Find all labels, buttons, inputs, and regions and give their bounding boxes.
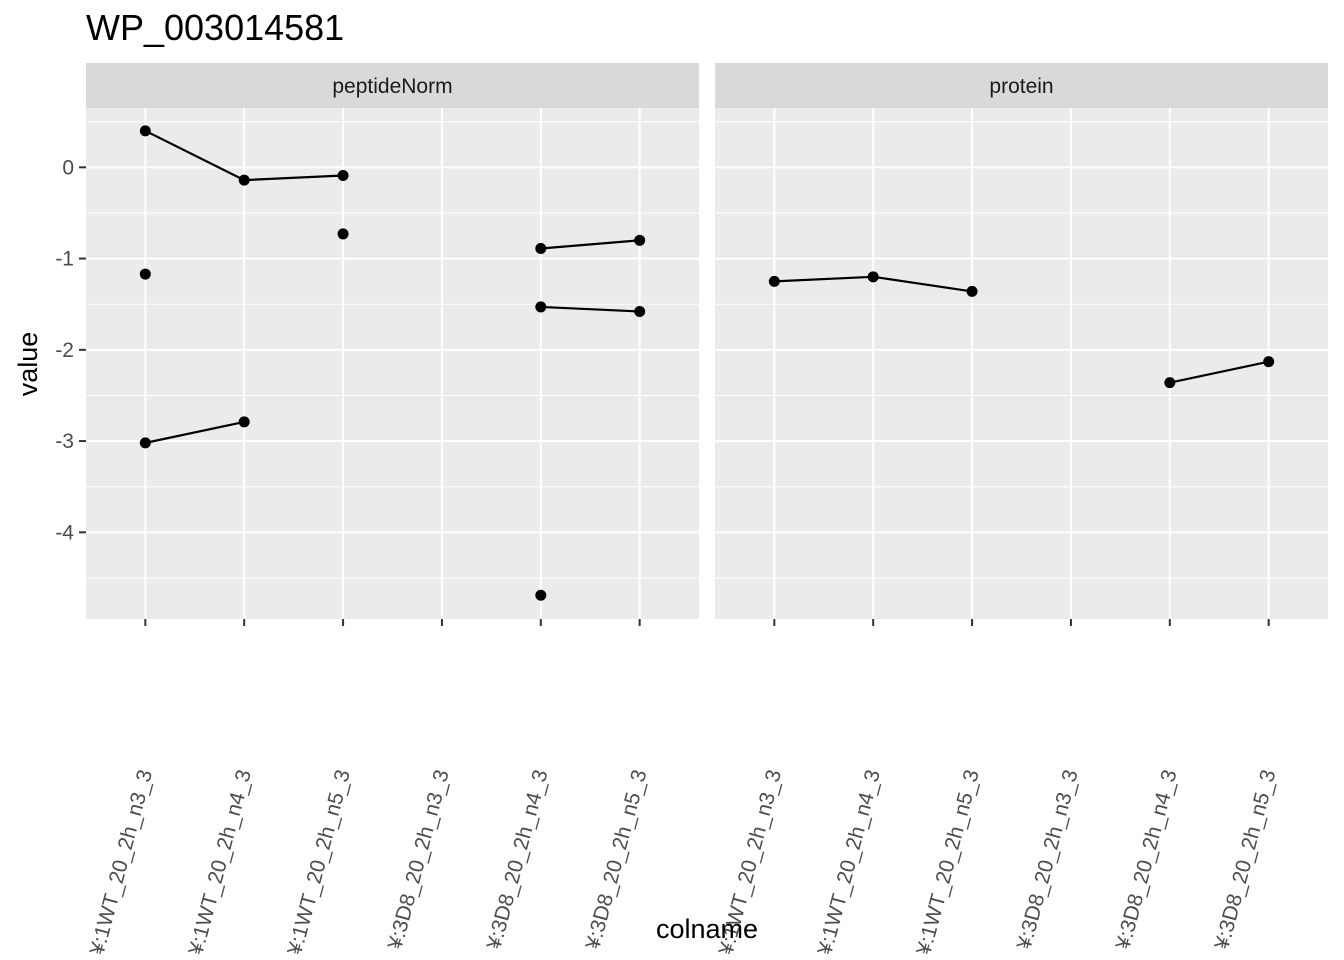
facet-strip-label: peptideNorm [332,75,452,98]
data-point [337,170,349,182]
series-1 [139,268,151,280]
series-line [145,420,245,444]
data-point [535,243,547,255]
panel-background [86,108,699,619]
y-axis-title: value [13,332,43,397]
data-point [139,125,151,137]
y-tick-label: -4 [55,521,74,544]
data-point [535,589,547,601]
y-tick-label: -2 [55,339,74,362]
x-tick-label: ¥:1WT_20_2h_n3_3 [85,767,157,958]
data-point [1164,377,1176,389]
data-point [337,228,349,240]
series-2 [139,416,250,449]
data-point [238,416,250,428]
data-point [535,301,547,313]
data-point [238,174,250,186]
series-line [540,305,640,313]
data-point [139,268,151,280]
y-tick-label: 0 [62,156,74,179]
facet-strip [86,63,699,108]
series-6 [535,589,547,601]
series-0 [139,125,349,186]
x-tick-label: ¥:1WT_20_2h_n5_3 [283,767,355,958]
panel-background [715,108,1328,619]
data-point [139,437,151,449]
y-axis: 0 -1 -2 -3 -4 [55,156,86,544]
x-tick-label: ¥:1WT_20_2h_n4_3 [184,767,256,958]
series-3 [337,228,349,240]
x-tick-label: ¥:3D8_20_2h_n5_3 [581,767,651,952]
x-tick-label: ¥:1WT_20_2h_n5_3 [912,767,984,958]
series-5 [535,301,646,317]
series-4 [535,234,646,255]
data-point [966,285,978,297]
series-1 [1164,356,1275,389]
data-point [634,305,646,317]
chart-title: WP_003014581 [86,7,344,48]
series-line [540,239,640,250]
facet-panel-protein: protein¥:1WT_20_2h_n3_3 ¥:1WT_20_2h_n4_3 ¥… [714,63,1328,958]
x-axis-title: colname [656,914,758,944]
x-tick-label: ¥:3D8_20_2h_n3_3 [1013,767,1083,952]
data-point [634,234,646,246]
data-point [1263,356,1275,368]
y-tick-label: -1 [55,248,74,271]
x-tick-label: ¥:3D8_20_2h_n4_3 [482,767,552,952]
data-point [867,271,879,283]
series-line [1169,360,1269,384]
x-tick-label: ¥:3D8_20_2h_n4_3 [1111,767,1181,952]
data-point [768,275,780,287]
facet-strip [715,63,1328,108]
x-tick-label: ¥:1WT_20_2h_n4_3 [813,767,885,958]
facet-panels: peptideNorm ¥:1WT_20_2h_n3_3 ¥:1WT_20_2h_n… [85,63,1328,958]
facet-strip-label: protein [989,75,1053,98]
series-0 [768,271,978,297]
facet-panel-peptideNorm: peptideNorm ¥:1WT_20_2h_n3_3 ¥:1WT_20_2h_n… [85,63,699,958]
y-tick-label: -3 [55,430,74,453]
x-tick-label: ¥:3D8_20_2h_n5_3 [1210,767,1280,952]
x-tick-label: ¥:3D8_20_2h_n3_3 [384,767,454,952]
